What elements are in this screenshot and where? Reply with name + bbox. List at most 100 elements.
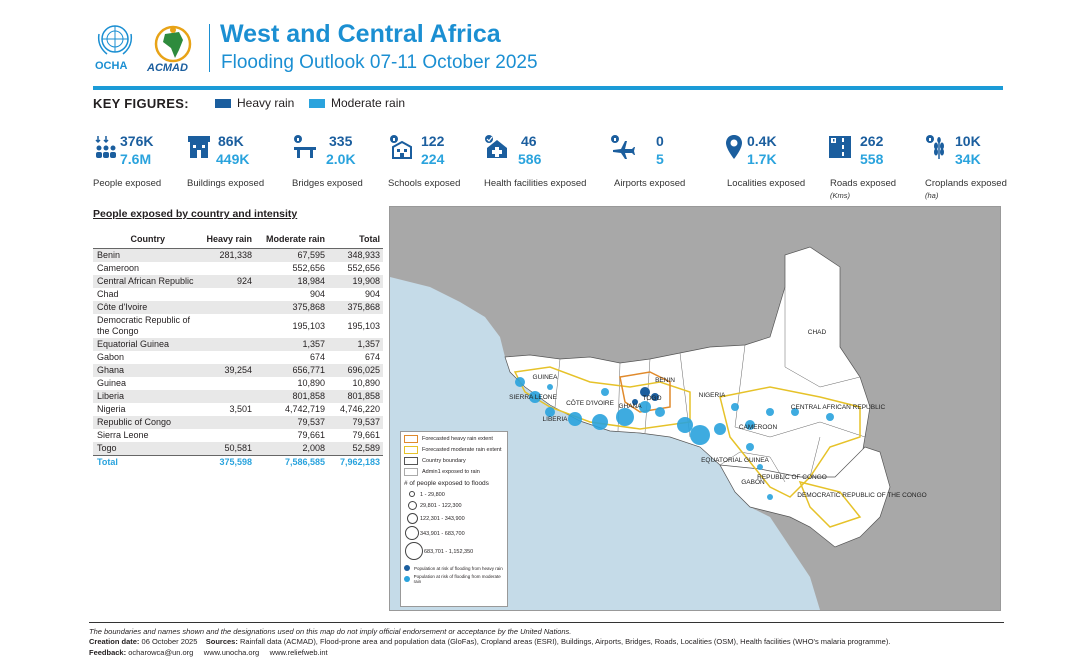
flood-map: CHAD GUINEA SIERRA LEONE LIBERIA CÔTE D'… <box>389 206 1001 611</box>
cell-moderate: 801,858 <box>255 390 328 403</box>
page-title: West and Central Africa <box>220 20 501 48</box>
acmad-logo <box>145 24 201 74</box>
legend-pop-heavy: Population at risk of flooding from heav… <box>404 565 504 571</box>
cell-country: Cameroon <box>97 263 140 273</box>
cell-heavy <box>203 377 255 390</box>
cell-heavy <box>203 288 255 301</box>
cell-country: Liberia <box>93 390 203 403</box>
building-icon <box>186 134 212 165</box>
size-2-symbol <box>404 500 420 512</box>
cell-moderate: 10,890 <box>297 378 325 388</box>
table-header-row: Country Heavy rain Moderate rain Total <box>93 230 383 249</box>
cell-country: Togo <box>93 442 203 456</box>
table-row: Central African Republic 924 18,984 19,908 <box>93 275 383 288</box>
cell-total: 4,746,220 <box>339 404 380 414</box>
label-roc: REPUBLIC OF CONGO <box>757 474 827 481</box>
table-row: Sierra Leone 79,661 79,661 <box>93 429 383 442</box>
table-row: Gabon 674 674 <box>93 351 383 364</box>
total-heavy: 375,598 <box>202 455 256 469</box>
localities-heavy: 0.4K <box>747 133 777 149</box>
feedback-label: Feedback: <box>89 648 127 657</box>
cell-heavy: 924 <box>202 275 256 288</box>
table-row: Chad 904 904 <box>93 288 383 301</box>
cell-country: Nigeria <box>97 404 126 414</box>
bridges-moderate: 2.0K <box>326 151 356 167</box>
map-legend: Forecasted heavy rain extent Forecasted … <box>400 431 508 607</box>
cell-heavy: 50,581 <box>202 442 256 456</box>
cell-total: 904 <box>364 289 380 299</box>
croplands-heavy: 10K <box>955 133 981 149</box>
bridges-heavy: 335 <box>329 133 353 149</box>
cell-heavy <box>203 262 255 275</box>
cell-heavy <box>203 429 255 442</box>
admin1-text: Admin1 exposed to rain <box>422 469 480 475</box>
boundary-text: Country boundary <box>422 458 466 464</box>
legend-boundary: Country boundary <box>404 457 504 465</box>
legend-size-4: 343,901 - 683,700 <box>404 526 504 542</box>
table-row: Republic of Congo 79,537 79,537 <box>93 416 383 429</box>
cell-total: 195,103 <box>347 320 380 331</box>
legend-size-title: # of people exposed to floods <box>404 480 489 487</box>
cell-moderate: 4,742,719 <box>284 404 325 414</box>
cell-country: Sierra Leone <box>97 430 149 440</box>
total-total: 7,962,183 <box>327 455 383 469</box>
admin1-swatch <box>404 468 418 476</box>
feedback-email[interactable]: ocharowca@un.org <box>128 648 194 657</box>
cell-total: 696,025 <box>327 364 383 377</box>
cell-country: Gabon <box>97 352 125 362</box>
cell-total: 79,537 <box>327 416 383 429</box>
cell-total: 19,908 <box>327 275 383 288</box>
localities-label: Localities exposed <box>727 178 806 189</box>
cell-heavy: 3,501 <box>229 404 253 414</box>
site-reliefweb-link[interactable]: www.reliefweb.int <box>269 648 328 657</box>
roads-heavy: 262 <box>860 133 884 149</box>
size-5-text: 683,701 - 1,152,350 <box>424 549 474 555</box>
col-moderate: Moderate rain <box>255 230 328 249</box>
page-subtitle: Flooding Outlook 07-11 October 2025 <box>221 52 538 73</box>
table-title: People exposed by country and intensity <box>93 208 298 220</box>
cell-total: 801,858 <box>327 390 383 403</box>
cell-heavy <box>202 301 256 314</box>
size-3-symbol <box>404 512 420 526</box>
table-row: Côte d'Ivoire 375,868 375,868 <box>93 301 383 314</box>
cell-country: Côte d'Ivoire <box>93 301 203 314</box>
size-1-text: 1 - 29,800 <box>420 492 445 498</box>
site-unocha-link[interactable]: www.unocha.org <box>203 648 260 657</box>
header-divider <box>209 24 210 72</box>
schools-label: Schools exposed <box>388 178 461 189</box>
cell-total: 52,589 <box>327 442 383 456</box>
boundary-swatch <box>404 457 418 465</box>
table-row: Democratic Republic of the Congo 195,103 1… <box>93 314 383 338</box>
table-row: Ghana 39,254 656,771 696,025 <box>93 364 383 377</box>
cell-country: Republic of Congo <box>93 416 203 429</box>
size-1-symbol <box>404 491 420 499</box>
creation-sources: Creation date: 06 October 2025 Sources: … <box>89 637 890 646</box>
legend-size-2: 29,801 - 122,300 <box>404 500 504 512</box>
health-icon <box>484 134 510 165</box>
heavy-rain-swatch <box>215 99 231 108</box>
airports-moderate: 5 <box>656 151 664 167</box>
sources-text: Rainfall data (ACMAD), Flood-prone area … <box>239 637 891 646</box>
cell-heavy <box>202 416 256 429</box>
legend-size-5: 683,701 - 1,152,350 <box>404 542 504 562</box>
heavy-rain-legend: Heavy rain <box>237 96 295 110</box>
school-icon <box>389 134 415 165</box>
people-moderate: 7.6M <box>120 151 152 167</box>
buildings-heavy: 86K <box>218 133 244 149</box>
cell-moderate: 1,357 <box>255 338 328 351</box>
label-nigeria: NIGERIA <box>699 392 726 399</box>
country-table: Country Heavy rain Moderate rain Total B… <box>93 230 383 469</box>
cell-heavy: 39,254 <box>202 364 256 377</box>
cell-country: Democratic Republic of the Congo <box>97 315 191 336</box>
cell-moderate: 79,661 <box>297 430 325 440</box>
cell-total: 1,357 <box>327 338 383 351</box>
col-total: Total <box>327 230 383 249</box>
label-ghana: GHANA <box>618 403 642 410</box>
table-row: Benin 281,338 67,595 348,933 <box>93 248 383 262</box>
cell-moderate: 67,595 <box>255 248 328 262</box>
size-4-text: 343,901 - 683,700 <box>420 531 465 537</box>
acmad-label: ACMAD <box>147 62 188 74</box>
label-eq-guinea: EQUATORIAL GUINEA <box>701 457 769 464</box>
cell-moderate: 2,008 <box>255 442 328 456</box>
col-heavy: Heavy rain <box>202 230 256 249</box>
